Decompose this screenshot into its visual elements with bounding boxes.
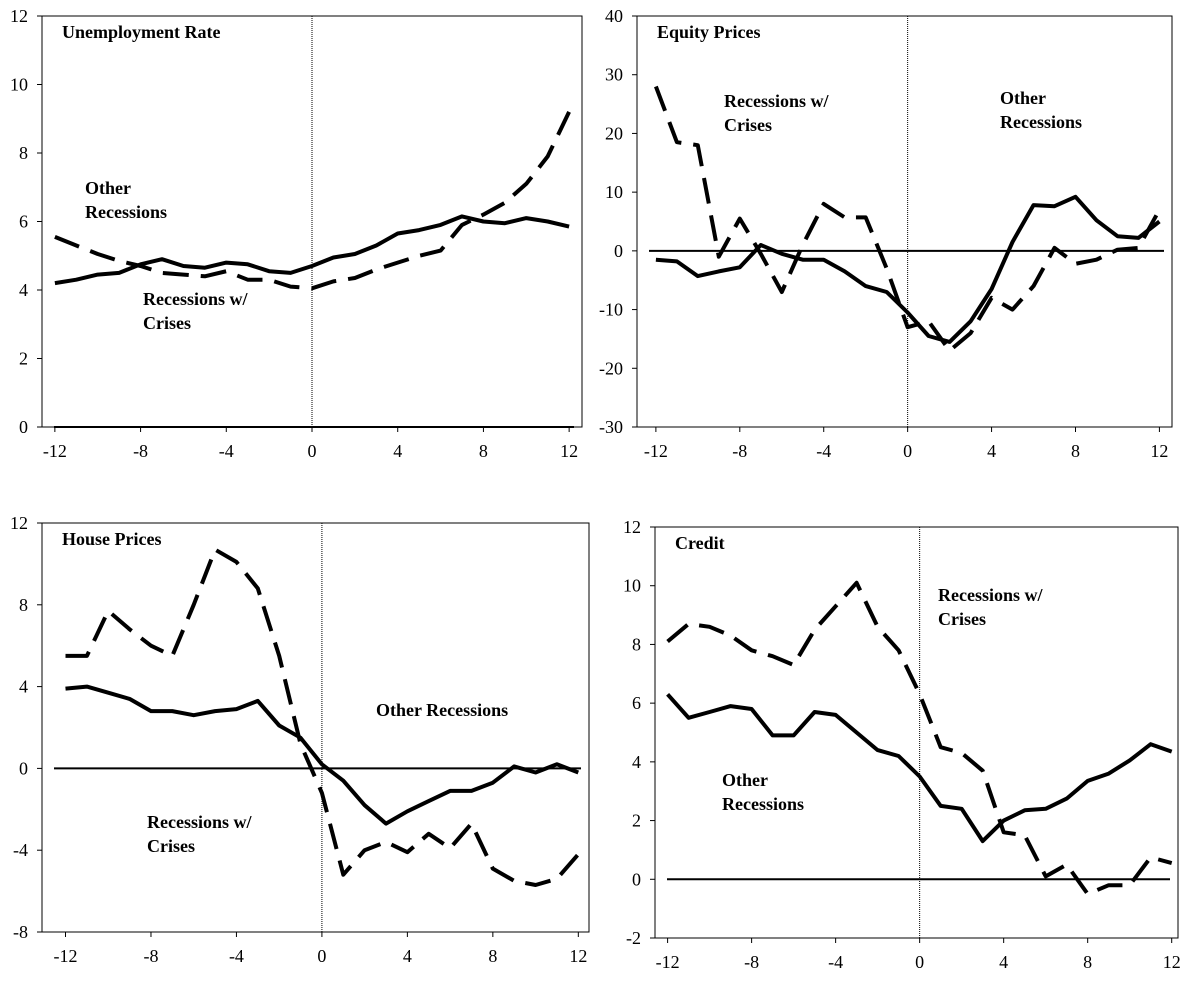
x-tick-label: 8: [488, 946, 497, 966]
plot-frame: [654, 526, 1179, 939]
series-line: [666, 580, 1173, 896]
x-tick-label: -12: [644, 441, 668, 461]
x-tick-label: 4: [987, 441, 996, 461]
series-label: Other Recessions: [85, 178, 167, 222]
plot-frame: [41, 522, 590, 933]
x-tick-label: -4: [816, 441, 831, 461]
y-tick-label: 6: [19, 212, 28, 232]
panel-title: Unemployment Rate: [62, 22, 220, 42]
y-tick-label: 8: [19, 143, 28, 163]
y-tick-label: 0: [19, 758, 28, 778]
y-tick-label: 0: [614, 241, 623, 261]
y-tick-label: 10: [623, 576, 641, 596]
y-tick-label: 30: [605, 65, 623, 85]
y-tick-label: 6: [632, 693, 641, 713]
x-tick-label: 0: [903, 441, 912, 461]
series-line: [666, 692, 1173, 844]
series-line: [654, 85, 1162, 353]
y-tick-label: -8: [13, 922, 28, 942]
panel-title: House Prices: [62, 529, 161, 549]
y-tick-label: -4: [13, 840, 28, 860]
x-tick-label: 0: [915, 952, 924, 972]
y-tick-label: 0: [632, 869, 641, 889]
x-tick-label: -4: [219, 441, 234, 461]
y-tick-label: 0: [19, 417, 28, 437]
x-tick-label: -8: [744, 952, 759, 972]
series-label: Recessions w/ Crises: [143, 289, 248, 333]
x-tick-label: -12: [43, 441, 67, 461]
x-tick-label: 0: [308, 441, 317, 461]
y-tick-label: -30: [599, 417, 623, 437]
y-tick-label: 2: [632, 811, 641, 831]
x-tick-label: -4: [828, 952, 843, 972]
panel-title: Credit: [675, 533, 725, 553]
x-tick-label: 4: [403, 946, 412, 966]
y-tick-label: 12: [623, 517, 641, 537]
series-line: [65, 684, 580, 826]
y-tick-label: 8: [19, 595, 28, 615]
series-label: Other Recessions: [1000, 88, 1082, 132]
y-tick-label: 4: [19, 677, 28, 697]
x-tick-label: 12: [569, 946, 587, 966]
y-tick-label: 12: [10, 513, 28, 533]
y-tick-label: 40: [605, 6, 623, 26]
y-tick-label: 2: [19, 349, 28, 369]
x-tick-label: 12: [1163, 952, 1181, 972]
x-tick-label: -4: [229, 946, 244, 966]
plot-frame: [636, 15, 1173, 428]
x-tick-label: 4: [999, 952, 1008, 972]
x-tick-label: -8: [732, 441, 747, 461]
x-tick-label: 12: [560, 441, 578, 461]
x-tick-label: -8: [143, 946, 158, 966]
x-tick-label: 4: [393, 441, 402, 461]
y-tick-label: 8: [632, 634, 641, 654]
series-label: Recessions w/ Crises: [147, 812, 252, 856]
y-tick-label: 20: [605, 123, 623, 143]
x-tick-label: 8: [479, 441, 488, 461]
y-tick-label: 10: [10, 75, 28, 95]
x-tick-label: -8: [133, 441, 148, 461]
y-tick-label: 4: [19, 280, 28, 300]
x-tick-label: -12: [54, 946, 78, 966]
x-tick-label: -12: [656, 952, 680, 972]
x-tick-label: 0: [317, 946, 326, 966]
y-tick-label: 10: [605, 182, 623, 202]
series-label: Other Recessions: [376, 700, 509, 720]
y-tick-label: 12: [10, 6, 28, 26]
y-tick-label: -20: [599, 358, 623, 378]
y-tick-label: -10: [599, 300, 623, 320]
series-line: [655, 194, 1161, 344]
series-line: [54, 111, 571, 291]
x-tick-label: 12: [1150, 441, 1168, 461]
series-label: Recessions w/ Crises: [938, 585, 1043, 629]
y-tick-label: -2: [626, 928, 641, 948]
y-tick-label: 4: [632, 752, 641, 772]
series-label: Recessions w/ Crises: [724, 91, 829, 135]
x-tick-label: 8: [1083, 952, 1092, 972]
x-tick-label: 8: [1071, 441, 1080, 461]
series-label: Other Recessions: [722, 770, 804, 814]
series-line: [65, 547, 580, 887]
panel-title: Equity Prices: [657, 22, 761, 42]
